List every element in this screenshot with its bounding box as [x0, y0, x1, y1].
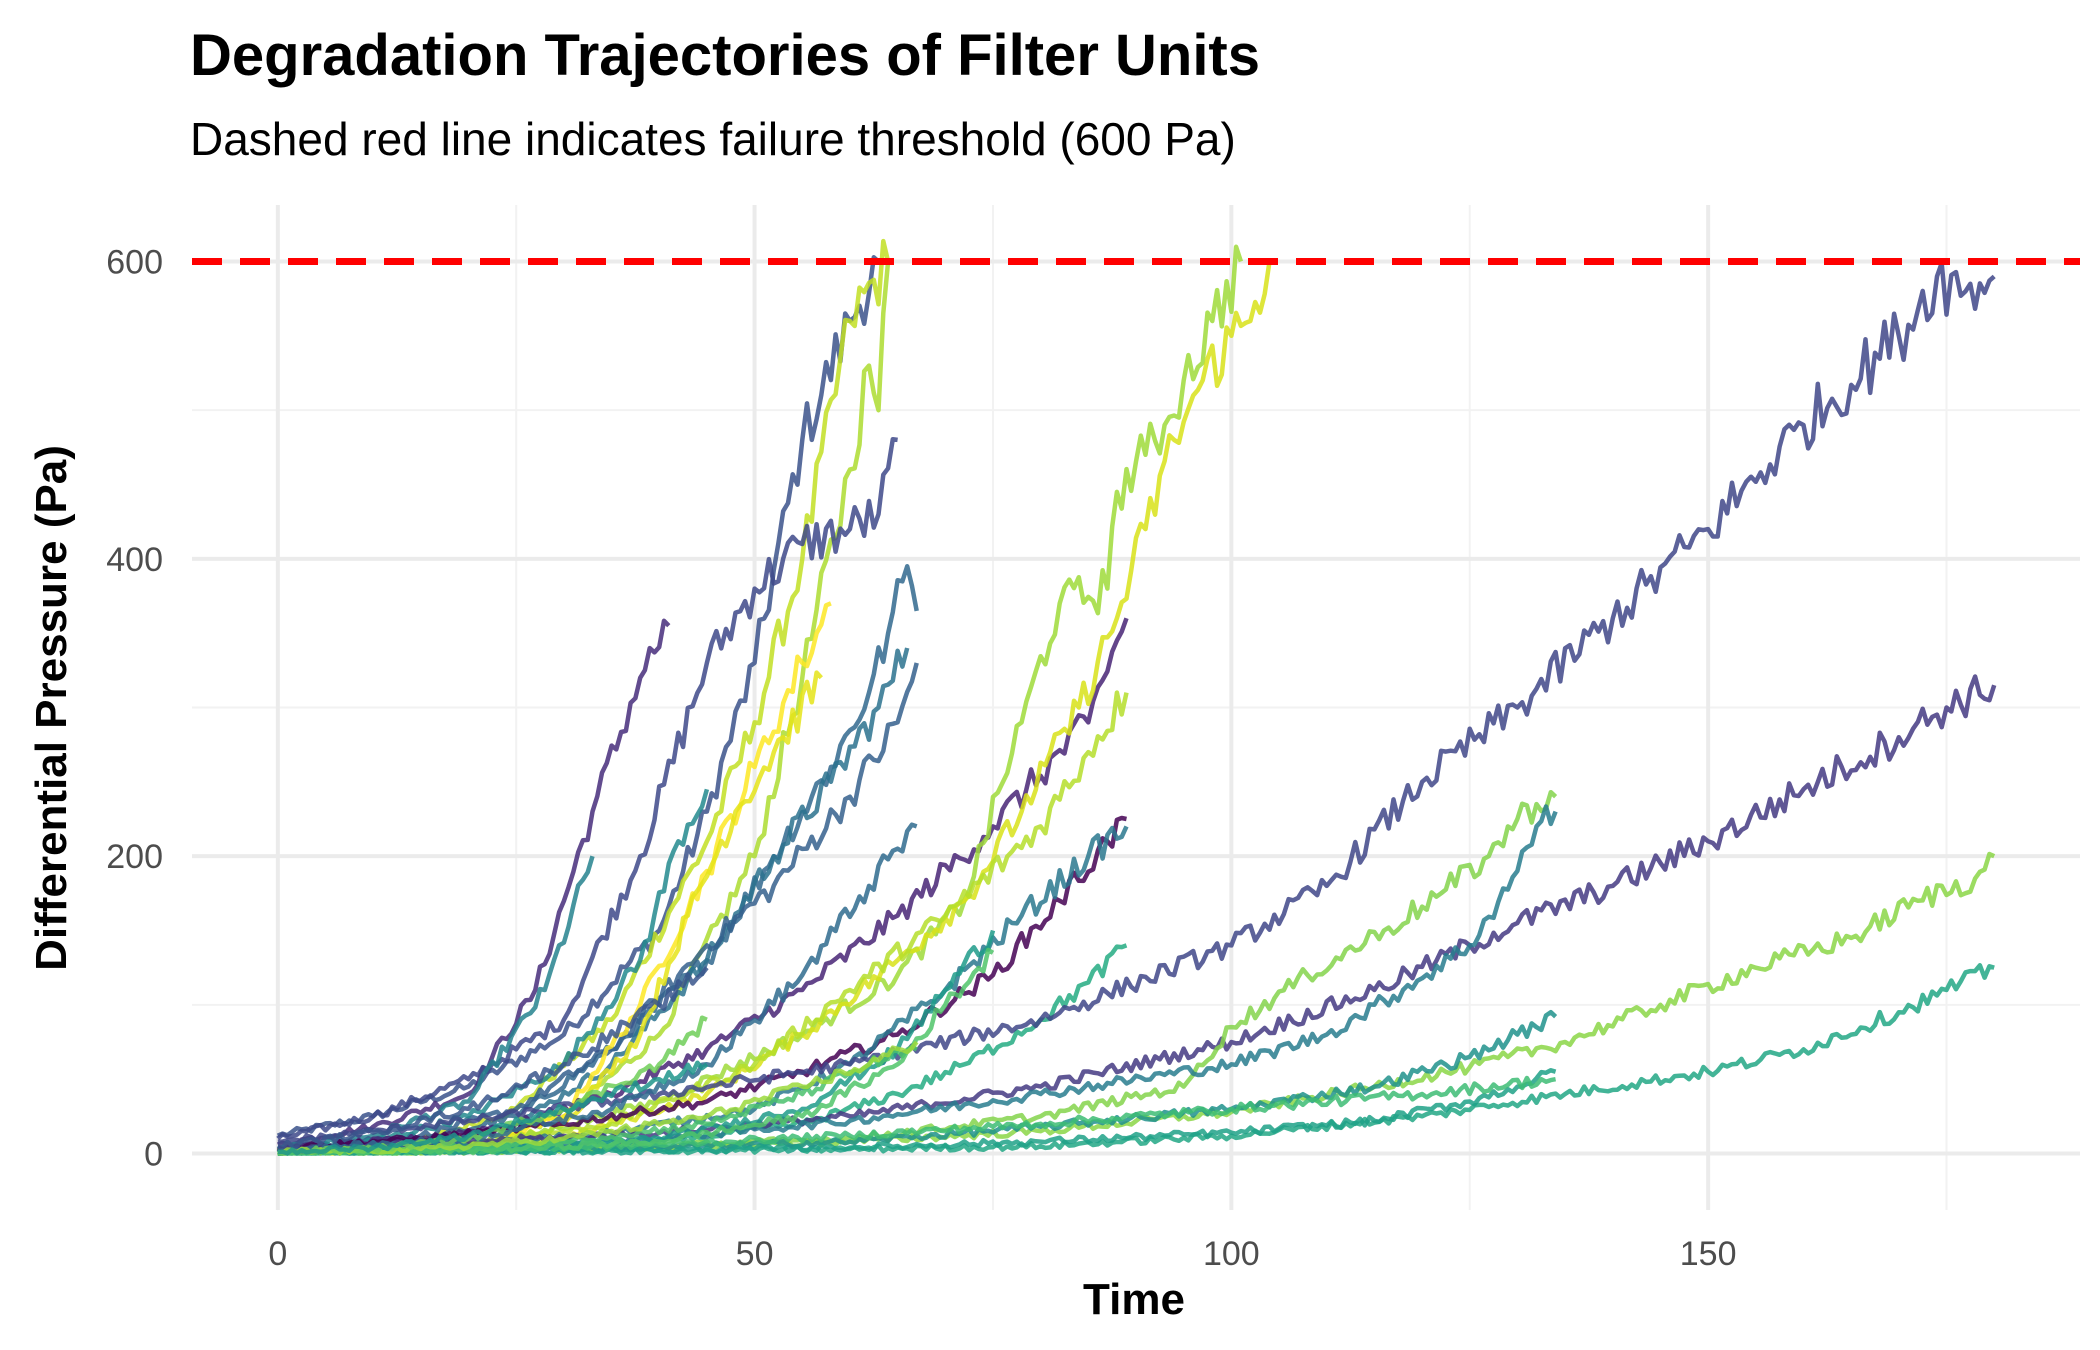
x-tick-label: 100: [1203, 1235, 1260, 1273]
series-line-16: [277, 690, 1129, 1156]
y-tick-label: 400: [106, 541, 163, 579]
series-line-36: [277, 1060, 709, 1156]
x-axis-title: Time: [1083, 1275, 1185, 1324]
y-axis-title: Differential Pressure (Pa): [27, 445, 76, 971]
series-line-31: [277, 822, 918, 1156]
x-tick-label: 50: [736, 1235, 774, 1273]
series-line-33: [277, 1040, 919, 1156]
y-tick-label: 600: [106, 243, 163, 281]
y-tick-label: 200: [106, 838, 163, 876]
x-tick-label: 0: [268, 1235, 287, 1273]
y-tick-label: 0: [144, 1136, 163, 1174]
chart-subtitle: Dashed red line indicates failure thresh…: [190, 113, 1236, 165]
series-line-20: [277, 260, 1996, 1144]
series-line-21: [276, 674, 1997, 1154]
series-line-35: [277, 966, 709, 1150]
series-lines: [276, 238, 1997, 1156]
chart-title: Degradation Trajectories of Filter Units: [190, 23, 1260, 88]
series-line-30: [277, 947, 995, 1156]
x-tick-label: 150: [1680, 1235, 1737, 1273]
tick-labels: 0 50 100 150 0 200 400 600: [106, 243, 1736, 1273]
series-line-5: [276, 436, 898, 1141]
